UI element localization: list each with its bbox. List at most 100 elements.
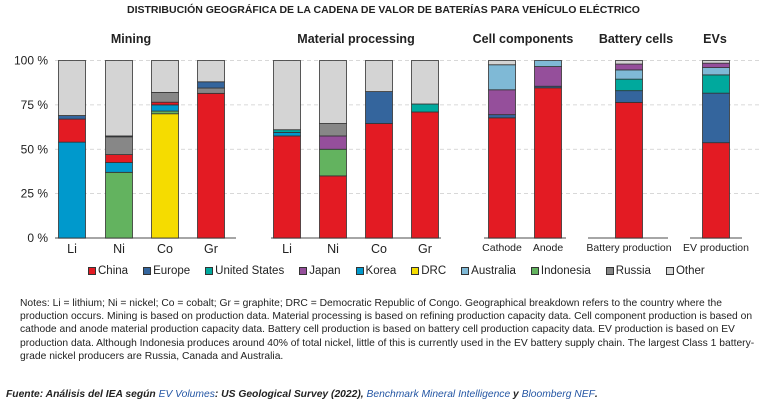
bar-segment-china: [58, 118, 86, 143]
legend-label: Other: [675, 265, 705, 277]
bar-segment-australia: [702, 67, 730, 76]
bar-segment-russia: [319, 123, 347, 137]
x-tick-label: Ni: [113, 242, 125, 256]
legend-label: Europe: [153, 265, 191, 277]
stacked-bar-chart: 0 % 25 % 50 % 75 % 100 % Mining Li Ni Co Gr Materi…: [14, 32, 760, 256]
bar-segment-other: [319, 60, 347, 124]
legend-swatch: [665, 267, 674, 275]
legend-item: Japan: [299, 265, 341, 277]
source-prefix: Fuente: Análisis del IEA según: [6, 389, 159, 400]
bar-segment-drc: [151, 113, 179, 239]
legend-swatch: [205, 267, 214, 275]
y-tick-label: 75 %: [21, 98, 49, 112]
group-title: Cell components: [473, 32, 574, 46]
legend-label: Australia: [471, 265, 516, 277]
legend-swatch: [299, 267, 308, 275]
bar-segment-other: [411, 60, 439, 105]
bar-segment-china: [488, 117, 516, 239]
bar-segment-china: [615, 101, 643, 239]
bar-segment-china: [365, 123, 393, 239]
bar-segment-australia: [615, 69, 643, 80]
legend-item: DRC: [411, 265, 446, 277]
bar-segment-japan: [319, 135, 347, 150]
source-link-ev-volumes[interactable]: EV Volumes: [158, 389, 215, 400]
bar-segment-other: [702, 60, 730, 64]
bar-segment-other: [58, 60, 86, 116]
x-tick-label: Gr: [204, 242, 218, 256]
x-tick-label: Li: [282, 242, 292, 256]
legend-swatch: [355, 267, 364, 275]
source-link-bmi[interactable]: Benchmark Mineral Intelligence: [366, 389, 511, 400]
legend-item: China: [88, 265, 128, 277]
bar-segment-china: [273, 135, 301, 239]
bar-segment-united-states: [702, 74, 730, 94]
y-tick-label: 100 %: [14, 54, 48, 68]
bar-segment-japan: [702, 62, 730, 68]
x-tick-label: Co: [371, 242, 387, 256]
bar-segment-other: [365, 60, 393, 92]
bar-segment-china: [702, 142, 730, 239]
x-tick-label: Anode: [533, 242, 564, 254]
legend-item: Europe: [143, 265, 190, 277]
bar-segment-australia: [534, 60, 562, 67]
bar-segment-korea: [273, 131, 301, 137]
source: Fuente: Análisis del IEA según EV Volume…: [6, 389, 598, 400]
bar-segment-japan: [615, 63, 643, 71]
bar-segment-russia: [105, 136, 133, 155]
bar-segment-korea: [151, 104, 179, 112]
legend-swatch: [461, 267, 470, 275]
group-title: Mining: [111, 32, 151, 46]
x-tick-label: Co: [157, 242, 173, 256]
x-tick-label: EV production: [683, 242, 749, 254]
bar-segment-china: [105, 154, 133, 163]
legend-swatch: [88, 267, 96, 275]
legend-label: Russia: [615, 265, 651, 277]
legend-item: Australia: [461, 265, 516, 277]
legend-swatch: [530, 267, 539, 275]
bar-segment-china: [534, 87, 562, 239]
chart-title: DISTRIBUCIÓN GEOGRÁFICA DE LA CADENA DE …: [127, 4, 640, 16]
x-tick-label: Gr: [418, 242, 432, 256]
notes: Notes: Li = lithium; Ni = nickel; Co = c…: [20, 298, 755, 362]
bar-segment-russia: [197, 87, 225, 94]
source-text: .: [594, 389, 598, 400]
legend-label: Korea: [365, 265, 397, 277]
bar-segment-japan: [488, 89, 516, 116]
group-title: Battery cells: [599, 32, 673, 46]
bar-segment-europe: [197, 81, 225, 89]
legend-label: DRC: [421, 265, 447, 277]
bar-segment-korea: [58, 141, 86, 239]
bar-segment-indonesia: [105, 171, 133, 239]
legend-item: United States: [205, 265, 284, 277]
source-text: y: [510, 389, 522, 400]
legend-swatch: [143, 267, 152, 275]
bar-segment-other: [488, 60, 516, 66]
bar-segment-europe: [615, 90, 643, 103]
legend-item: Indonesia: [530, 265, 591, 277]
x-tick-label: Li: [67, 242, 77, 256]
bar-segment-other: [615, 60, 643, 65]
bar-segment-europe: [365, 91, 393, 124]
bar-segment-china: [411, 111, 439, 239]
bar-segment-other: [273, 60, 301, 131]
x-tick-label: Battery production: [586, 242, 671, 254]
bar-segment-australia: [488, 64, 516, 91]
legend-swatch: [605, 267, 614, 275]
bar-segment-other: [151, 60, 179, 93]
bar-segment-russia: [151, 92, 179, 103]
bar-segment-china: [197, 92, 225, 239]
legend-item: Korea: [355, 265, 397, 277]
bar-segment-europe: [58, 115, 86, 120]
group-title: Material processing: [297, 32, 414, 46]
bar-segment-korea: [105, 162, 133, 173]
bar-segment-europe: [702, 92, 730, 144]
legend-label: China: [98, 265, 129, 277]
group-title: EVs: [703, 32, 727, 46]
y-tick-label: 50 %: [21, 142, 49, 156]
y-tick-label: 25 %: [21, 187, 49, 201]
x-tick-label: Ni: [327, 242, 339, 256]
bar-segment-indonesia: [319, 148, 347, 177]
x-tick-label: Cathode: [482, 242, 522, 254]
source-link-bnef[interactable]: Bloomberg NEF: [521, 389, 595, 400]
legend-item: Russia: [605, 265, 651, 277]
